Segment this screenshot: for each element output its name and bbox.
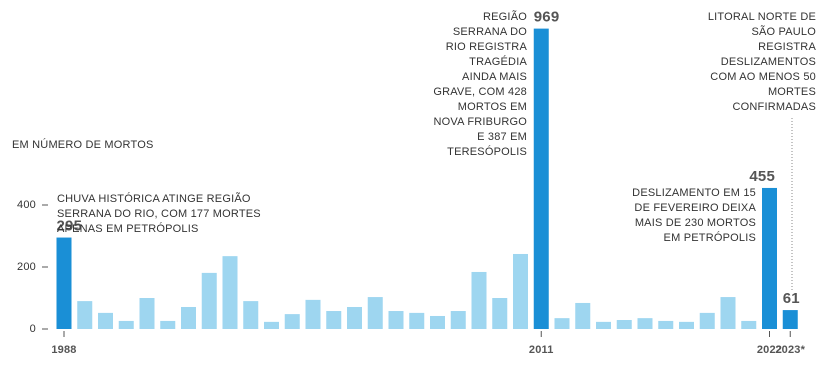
bar <box>554 318 570 329</box>
bar <box>699 312 715 329</box>
bar <box>471 271 487 329</box>
bar <box>575 302 591 329</box>
x-tick-label: 2023* <box>775 344 805 356</box>
annotation: TRAGÉDIA <box>469 55 527 68</box>
annotation: GRAVE, COM 428 <box>433 86 527 98</box>
bar <box>347 306 362 329</box>
bar <box>388 311 404 329</box>
annotation: SERRANA DO <box>453 26 527 38</box>
x-tick-label: 1988 <box>51 344 76 356</box>
annotation: DESLIZAMENTO EM 15 <box>632 187 756 199</box>
annotation: TERESÓPOLIS <box>447 145 527 158</box>
annotation: CONFIRMADAS <box>733 101 816 113</box>
annotation: MORTOS EM <box>458 101 527 113</box>
bar <box>637 318 653 329</box>
annotation: REGISTRA <box>758 41 816 53</box>
bar <box>56 237 72 329</box>
value-label: 61 <box>783 290 800 307</box>
value-label: 455 <box>749 168 775 185</box>
annotation: SÃO PAULO <box>751 25 816 38</box>
value-label: 295 <box>57 218 83 235</box>
bar <box>409 312 425 329</box>
bar <box>741 320 757 329</box>
annotation: E 387 EM <box>477 131 527 143</box>
bar <box>782 310 798 329</box>
bar <box>658 320 674 329</box>
bar <box>201 272 217 329</box>
annotation: DE FEVEREIRO DEIXA <box>634 202 756 214</box>
bar <box>77 301 93 329</box>
bar <box>720 297 736 329</box>
annotation: AINDA MAIS <box>462 71 527 83</box>
y-axis-label: EM NÚMERO DE MORTOS <box>12 138 154 151</box>
value-label: 969 <box>534 9 560 26</box>
bar <box>264 321 279 329</box>
bar <box>367 297 383 329</box>
annotation: EM PETRÓPOLIS <box>664 231 756 244</box>
bar <box>679 321 694 329</box>
bar <box>160 320 176 329</box>
bar <box>533 28 549 330</box>
annotation: DESLIZAMENTOS <box>721 56 816 68</box>
annotation: CHUVA HISTÓRICA ATINGE REGIÃO <box>57 192 251 205</box>
bar <box>513 253 528 329</box>
annotation: APENAS EM PETRÓPOLIS <box>57 222 199 235</box>
annotation: RIO REGISTRA <box>446 41 528 53</box>
bar <box>243 301 259 329</box>
y-tick-label: 400 <box>17 199 36 211</box>
bar <box>98 312 113 329</box>
y-tick-label: 0 <box>30 323 36 335</box>
annotation: REGIÃO <box>483 10 527 23</box>
bar <box>450 311 466 329</box>
bar <box>326 311 342 329</box>
x-tick-label: 2011 <box>529 344 554 356</box>
bar <box>139 298 155 329</box>
annotation: MAIS DE 230 MORTOS <box>635 217 756 229</box>
annotation: COM AO MENOS 50 <box>710 71 816 83</box>
annotation: MORTES <box>768 86 816 98</box>
y-tick-label: 200 <box>17 261 36 273</box>
annotation: LITORAL NORTE DE <box>708 11 816 23</box>
bar <box>284 314 300 329</box>
bar <box>222 256 238 329</box>
bar <box>118 320 134 329</box>
bar <box>305 299 321 329</box>
x-tick-label: 2022 <box>757 344 782 356</box>
annotation: NOVA FRIBURGO <box>434 116 528 128</box>
bar <box>762 187 777 329</box>
bar <box>616 320 632 329</box>
bar <box>181 306 196 329</box>
bar <box>492 298 508 329</box>
bar <box>430 315 445 329</box>
bar <box>596 321 611 329</box>
annotation: SERRANA DO RIO, COM 177 MORTES <box>57 208 261 220</box>
